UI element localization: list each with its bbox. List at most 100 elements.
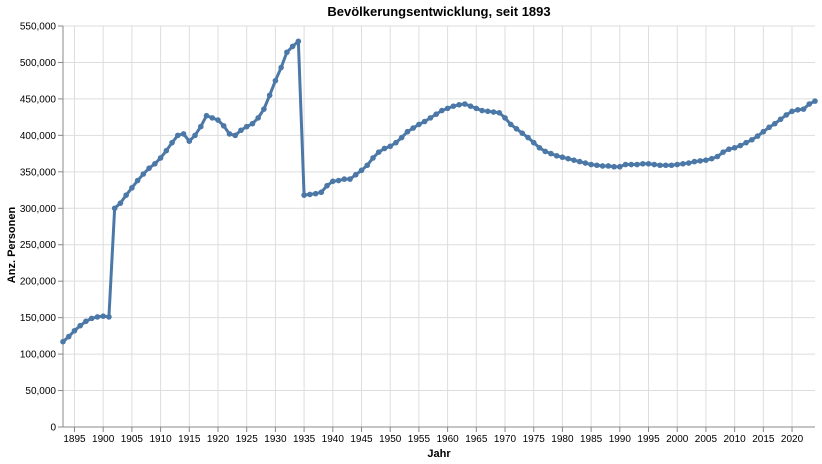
data-point <box>657 162 663 169</box>
data-point <box>192 132 198 139</box>
data-point <box>639 160 646 167</box>
data-point <box>766 124 772 131</box>
data-point <box>129 185 135 191</box>
data-point <box>668 162 675 169</box>
x-tick-label: 1950 <box>379 434 402 445</box>
data-point <box>789 108 795 115</box>
x-tick-label: 1910 <box>149 434 172 445</box>
x-gridlines <box>73 26 793 427</box>
data-point <box>502 115 508 121</box>
data-point <box>266 92 273 99</box>
data-point <box>180 131 187 137</box>
data-point <box>542 148 548 155</box>
data-point <box>65 333 72 340</box>
x-tick-label: 1975 <box>523 434 546 445</box>
data-point <box>393 139 399 146</box>
series-group <box>60 38 818 345</box>
data-point <box>496 109 503 116</box>
data-point <box>783 112 790 118</box>
x-tick-label: 1915 <box>178 434 201 445</box>
data-point <box>685 160 692 166</box>
x-tick-label: 2020 <box>781 434 804 445</box>
data-point <box>301 192 307 198</box>
x-tick-label: 1925 <box>236 434 259 445</box>
data-point <box>473 105 480 112</box>
data-point <box>617 163 623 170</box>
data-point <box>731 144 738 151</box>
data-point <box>106 314 112 320</box>
data-point <box>330 178 336 185</box>
x-tick-label: 1985 <box>580 434 603 445</box>
data-point <box>117 200 124 206</box>
data-point <box>634 161 640 168</box>
data-point <box>318 189 325 196</box>
data-point <box>146 165 152 171</box>
data-point <box>691 158 698 165</box>
y-tick-label: 400,000 <box>20 131 57 142</box>
data-point <box>140 171 147 177</box>
data-point <box>794 107 801 113</box>
data-point <box>289 43 296 50</box>
y-axis: 0 50,000 100,000 150,000 200,000 250,000 300,0… <box>20 22 64 434</box>
data-point <box>375 149 382 155</box>
data-point <box>169 139 175 146</box>
x-tick-label: 1940 <box>322 434 345 445</box>
data-point <box>576 158 583 165</box>
data-point <box>249 120 256 127</box>
data-point <box>737 142 744 149</box>
data-point <box>60 338 66 345</box>
data-point <box>662 162 669 169</box>
data-point <box>484 108 491 115</box>
data-point <box>680 160 686 167</box>
data-point <box>261 106 267 112</box>
y-tick-label: 350,000 <box>20 167 57 178</box>
data-point <box>352 171 359 178</box>
data-point <box>209 115 216 121</box>
data-point <box>760 128 767 135</box>
data-point <box>611 163 617 170</box>
data-point <box>726 146 732 153</box>
data-point <box>525 134 531 141</box>
data-point <box>622 161 629 168</box>
data-point <box>232 132 239 139</box>
x-tick-label: 1920 <box>207 434 230 445</box>
data-point <box>163 147 170 154</box>
data-point <box>416 121 422 128</box>
data-point <box>100 313 106 319</box>
y-gridlines <box>63 25 815 428</box>
data-point <box>123 192 129 198</box>
data-point <box>381 145 388 152</box>
x-tick-label: 1990 <box>609 434 632 445</box>
data-point <box>238 127 244 134</box>
x-tick-label: 1995 <box>637 434 660 445</box>
data-point <box>398 134 405 141</box>
data-point <box>175 132 181 139</box>
data-point <box>812 98 818 104</box>
data-point <box>467 103 474 109</box>
y-tick-label: 150,000 <box>20 313 57 324</box>
data-point <box>404 128 411 135</box>
data-point <box>628 161 635 168</box>
data-point <box>387 143 394 150</box>
data-point <box>433 111 439 118</box>
data-point <box>186 138 193 144</box>
data-point <box>358 167 365 174</box>
data-point <box>743 139 749 146</box>
data-point <box>324 182 330 189</box>
data-point <box>111 205 118 212</box>
data-point <box>335 177 342 184</box>
data-point <box>255 115 261 121</box>
data-point <box>777 116 784 123</box>
data-point <box>720 149 726 155</box>
data-point <box>71 327 78 334</box>
x-tick-label: 1930 <box>264 434 287 445</box>
y-tick-label: 100,000 <box>20 350 57 361</box>
x-tick-label: 1980 <box>551 434 574 445</box>
data-point <box>749 136 755 143</box>
data-point <box>806 101 813 107</box>
data-point <box>88 315 95 322</box>
data-point <box>243 123 250 130</box>
x-tick-label: 1935 <box>293 434 316 445</box>
data-point <box>490 109 497 115</box>
data-point <box>599 163 606 169</box>
